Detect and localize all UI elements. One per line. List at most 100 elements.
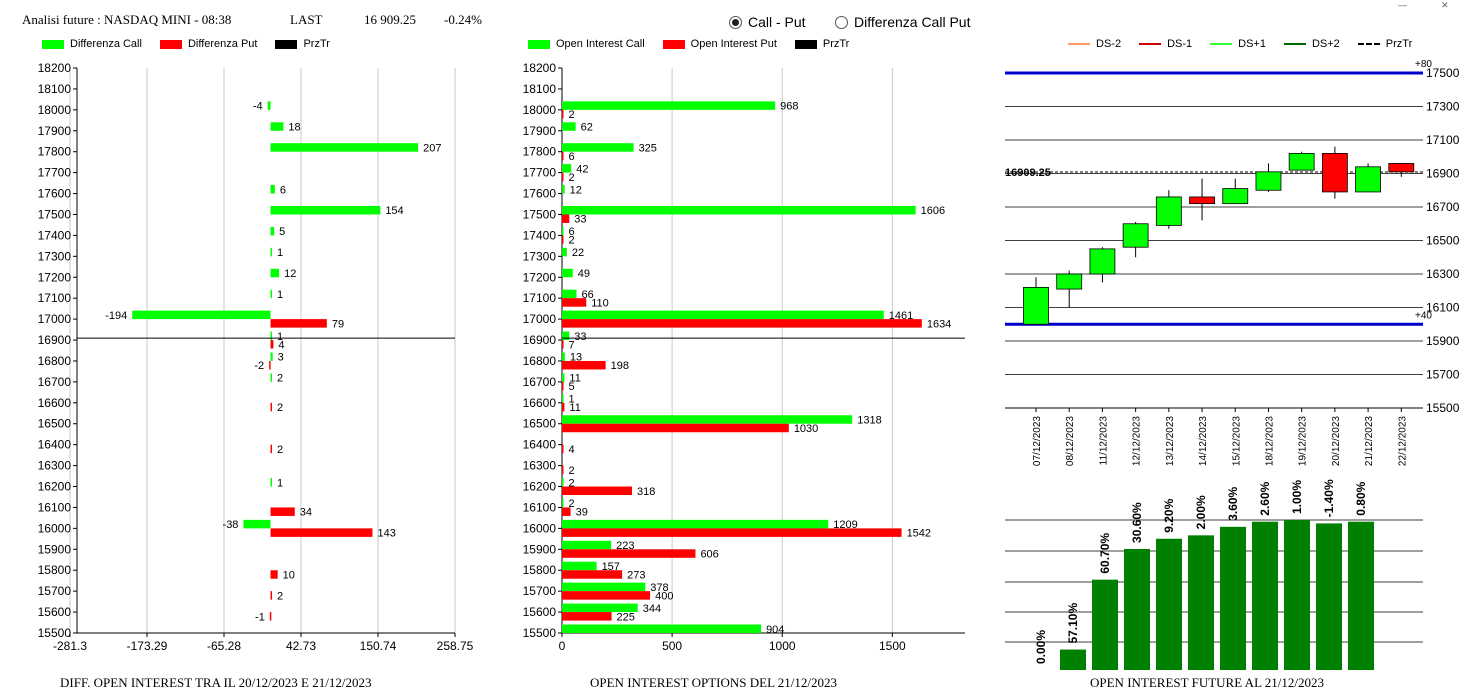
p1-y-tick-label: 16400	[38, 438, 72, 452]
legend-item-diff-put: Differenza Put	[159, 38, 258, 50]
p1-bar	[270, 340, 274, 349]
p1-data-label: 2	[277, 590, 283, 602]
p2-data-label: 2	[569, 498, 575, 510]
p2-y-tick-label: 17200	[523, 270, 557, 284]
p2-data-label: 1606	[921, 205, 945, 217]
legend-line	[1210, 43, 1233, 45]
p2-data-label: 606	[700, 549, 718, 561]
p2-data-label: 318	[637, 486, 655, 498]
p2-data-label: 2	[569, 109, 575, 121]
p2-data-label: 198	[611, 360, 629, 372]
p1-data-label: 4	[278, 339, 284, 351]
p2-data-label: 968	[780, 101, 798, 113]
p2-data-label: 1030	[794, 423, 818, 435]
p2-bar	[562, 319, 922, 328]
p3-candle-body	[1023, 286, 1049, 325]
p2-bar	[562, 360, 606, 370]
p1-data-label: 154	[385, 205, 403, 217]
minimize-icon[interactable]: ―	[1398, 0, 1407, 10]
p2-data-label: 66	[582, 289, 594, 301]
p2-bar	[562, 402, 565, 412]
p2-data-label: 1461	[889, 310, 913, 322]
legend-item-ds-1: DS-1	[1139, 38, 1192, 50]
last-label: LAST	[290, 12, 323, 27]
legend-line	[1357, 43, 1380, 45]
p2-y-tick-label: 15600	[523, 605, 557, 619]
p4-bar	[1252, 521, 1278, 670]
p4-bar	[1156, 538, 1182, 670]
p4-bar	[1284, 520, 1310, 670]
legend-label: DS+2	[1311, 38, 1340, 50]
p2-bar	[562, 582, 646, 592]
p2-x-tick-label: 1500	[879, 639, 906, 653]
last-value: 16 909.25	[364, 12, 416, 27]
p3-candle-body	[1321, 152, 1348, 193]
p2-bar	[562, 561, 597, 571]
p2-data-label: 4	[569, 444, 575, 456]
p1-y-tick-label: 15700	[38, 584, 72, 598]
p2-bar	[562, 423, 789, 433]
p1-data-label: 143	[377, 528, 395, 540]
p2-data-label: 22	[572, 247, 584, 259]
p2-data-label: 223	[616, 540, 634, 552]
legend-middle: Open Interest Call Open Interest Put Prz…	[528, 38, 867, 50]
p2-data-label: 1209	[833, 519, 857, 531]
legend-label: DS+1	[1238, 38, 1266, 50]
p2-y-tick-label: 16400	[523, 438, 557, 452]
legend-label: PrzTr	[1385, 38, 1413, 50]
p2-data-label: 11	[569, 402, 580, 414]
p1-y-tick-label: 16100	[38, 500, 72, 514]
p2-y-tick-label: 18100	[523, 82, 557, 96]
p4-bar	[1188, 535, 1214, 670]
legend-label: PrzTr	[822, 38, 850, 50]
p1-bar	[270, 444, 273, 454]
p1-y-tick-label: 16000	[38, 521, 72, 535]
p3-y-tick-label: 16700	[1426, 200, 1460, 214]
p2-y-tick-label: 17700	[523, 166, 557, 180]
radio-unselected-icon	[835, 15, 848, 29]
p1-y-tick-label: 16200	[38, 480, 72, 494]
radio-diff-call-put[interactable]: Differenza Call Put	[835, 14, 970, 30]
legend-swatch	[42, 39, 64, 49]
p2-bar	[562, 465, 564, 475]
p3-candle-body	[1388, 163, 1415, 173]
p2-bar	[562, 298, 587, 307]
legend-label: Differenza Put	[187, 38, 258, 50]
p1-bar	[270, 331, 273, 341]
p2-bar	[562, 519, 829, 529]
p1-y-tick-label: 18200	[38, 61, 72, 75]
radio-call-put[interactable]: Call - Put	[729, 14, 806, 30]
p1-bar	[270, 528, 373, 537]
p2-y-tick-label: 18000	[523, 103, 557, 117]
p4-data-label: 2.00%	[1194, 495, 1208, 529]
p2-data-label: 325	[639, 142, 657, 154]
p3-candle-body	[1288, 152, 1315, 171]
legend-item-diff-call: Differenza Call	[42, 38, 142, 50]
p2-data-label: 344	[643, 603, 661, 615]
p3-x-tick-label: 19/12/2023	[1298, 416, 1309, 466]
p2-bar	[562, 612, 612, 621]
p2-y-tick-label: 17300	[523, 249, 557, 263]
p3-y-tick-label: 16900	[1426, 167, 1460, 181]
p3-candle-body	[1155, 196, 1182, 226]
p2-data-label: 2	[569, 465, 575, 477]
p2-bar	[562, 570, 623, 579]
legend-item-przTr: PrzTr	[275, 38, 330, 50]
legend-item-ds+1: DS+1	[1210, 38, 1266, 50]
p3-x-tick-label: 15/12/2023	[1231, 416, 1242, 466]
p2-bar	[562, 352, 565, 361]
p1-data-label: 12	[284, 268, 296, 280]
p2-data-label: 62	[581, 122, 593, 134]
p2-data-label: 5	[569, 381, 575, 393]
p2-bar	[562, 101, 776, 110]
p2-y-tick-label: 17600	[523, 187, 557, 201]
p2-data-label: 6	[569, 151, 575, 163]
p2-bar	[562, 205, 916, 215]
p2-data-label: 273	[627, 569, 645, 581]
close-icon[interactable]: ✕	[1441, 0, 1449, 10]
p1-x-tick-label: 42.73	[286, 639, 316, 653]
p3-y-tick-label: 17500	[1426, 66, 1460, 80]
legend-item-ds+2: DS+2	[1283, 38, 1340, 50]
p3-x-tick-label: 12/12/2023	[1132, 416, 1143, 466]
p1-x-tick-label: 258.75	[437, 639, 474, 653]
